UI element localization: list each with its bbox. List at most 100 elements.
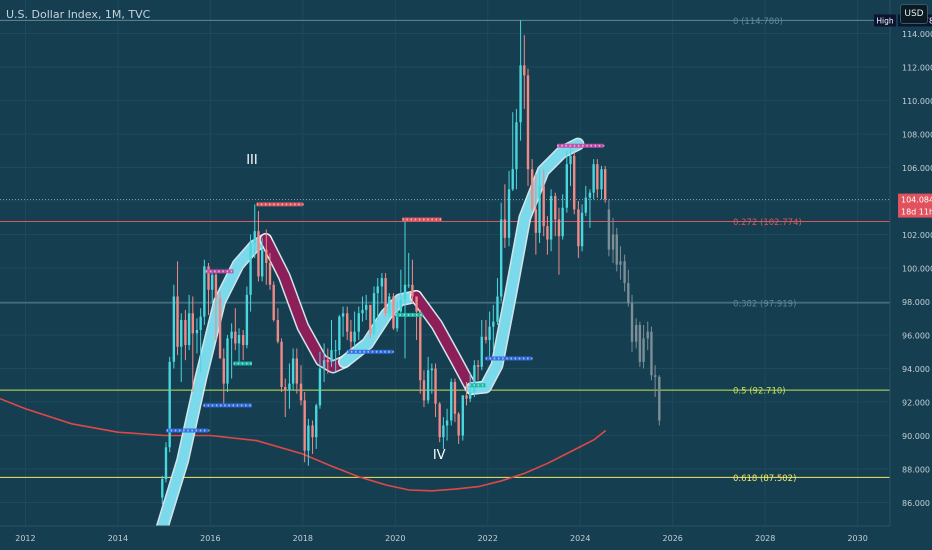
candle-body <box>569 155 572 165</box>
candle-body <box>519 65 522 123</box>
candle-body <box>241 335 245 346</box>
signal-marker-tick <box>355 350 357 353</box>
candle-body <box>191 313 194 334</box>
signal-marker-tick <box>485 357 487 360</box>
signal-marker <box>203 403 252 408</box>
signal-marker-tick <box>527 357 529 360</box>
candle-body <box>361 309 364 314</box>
candle-body <box>234 331 237 344</box>
candle-body <box>349 331 353 342</box>
signal-marker-tick <box>232 404 235 407</box>
candle-body <box>214 274 218 299</box>
signal-marker-tick <box>590 144 592 147</box>
candle-body <box>168 361 171 448</box>
candle-body <box>530 169 534 210</box>
candle-body <box>507 189 511 238</box>
signal-marker-tick <box>481 384 484 387</box>
candle-body <box>187 313 191 346</box>
signal-marker-tick <box>561 144 563 147</box>
signal-marker-tick <box>569 144 572 147</box>
signal-marker-tick <box>586 144 588 147</box>
candle-body <box>523 65 526 76</box>
candle-body <box>565 164 569 208</box>
y-tick-label: 86.000 <box>902 499 930 508</box>
signal-marker-tick <box>435 218 438 221</box>
candle-body <box>422 380 426 401</box>
price-tag-countdown: 18d 11h <box>901 208 932 217</box>
signal-marker-tick <box>302 203 304 206</box>
candle-body <box>341 313 345 317</box>
y-tick-label: 94.000 <box>902 365 930 374</box>
candle-body <box>526 75 530 170</box>
signal-marker-tick <box>264 203 267 206</box>
signal-marker-tick <box>215 404 218 407</box>
projection-candle <box>653 375 657 377</box>
candle-body <box>461 395 464 436</box>
y-tick-label: 108.000 <box>902 131 932 140</box>
candle-body <box>265 249 268 263</box>
candle-body <box>469 391 472 399</box>
signal-marker-tick <box>565 144 567 147</box>
candle-body <box>253 231 256 243</box>
signal-marker <box>402 217 442 222</box>
candle-body <box>549 195 553 240</box>
signal-marker-tick <box>245 362 248 365</box>
candle-body <box>180 319 183 347</box>
signal-marker-tick <box>273 203 275 206</box>
candle-body <box>554 195 557 220</box>
signal-marker-tick <box>506 357 508 360</box>
signal-marker-tick <box>214 270 216 273</box>
signal-marker-tick <box>228 404 230 407</box>
high-tag-label: High <box>876 16 893 25</box>
signal-marker-tick <box>294 203 296 206</box>
fib-level-label: 0.382 (97.919) <box>733 299 796 309</box>
signal-marker-tick <box>582 144 584 147</box>
candle-body <box>392 296 395 329</box>
candle-body <box>492 321 495 327</box>
signal-marker-tick <box>236 404 239 407</box>
elliott-wave-label: IV <box>433 448 446 463</box>
candle-body <box>419 311 422 381</box>
signal-marker-tick <box>222 270 224 273</box>
candle-body <box>592 164 595 193</box>
y-tick-label: 102.000 <box>902 231 932 240</box>
signal-marker-tick <box>209 270 212 273</box>
candle-body <box>384 278 387 314</box>
candle-body <box>334 350 337 352</box>
signal-marker-tick <box>183 429 185 432</box>
candle-body <box>388 296 391 314</box>
x-tick-label: 2030 <box>847 534 867 543</box>
y-tick-label: 90.000 <box>902 432 930 441</box>
candle-body <box>496 296 499 322</box>
candle-body <box>176 296 179 347</box>
signal-marker-tick <box>285 203 288 206</box>
y-tick-label: 110.000 <box>902 97 932 106</box>
signal-marker-tick <box>346 350 349 353</box>
signal-marker-tick <box>224 404 226 407</box>
x-tick-label: 2024 <box>570 534 590 543</box>
projection-candle <box>623 261 626 284</box>
signal-marker-tick <box>388 350 390 353</box>
signal-marker-tick <box>416 313 418 316</box>
signal-marker-tick <box>249 404 251 407</box>
signal-marker-tick <box>411 313 414 316</box>
signal-marker-tick <box>359 350 361 353</box>
signal-marker-tick <box>260 203 263 206</box>
signal-marker-tick <box>431 218 433 221</box>
candle-body <box>211 274 214 290</box>
candle-body <box>280 341 283 387</box>
fib-level-label: 0.618 (87.502) <box>733 474 796 484</box>
candle-body <box>380 278 384 287</box>
candle-body <box>207 266 210 290</box>
signal-marker-tick <box>522 357 525 360</box>
signal-marker-tick <box>427 218 429 221</box>
candle-body <box>295 358 299 384</box>
signal-marker-tick <box>277 203 279 206</box>
currency-button[interactable]: USD <box>900 4 928 24</box>
y-tick-label: 100.000 <box>902 265 932 274</box>
high-tag-label-bg <box>874 14 896 27</box>
signal-marker-tick <box>469 384 471 387</box>
candle-body <box>172 296 176 362</box>
